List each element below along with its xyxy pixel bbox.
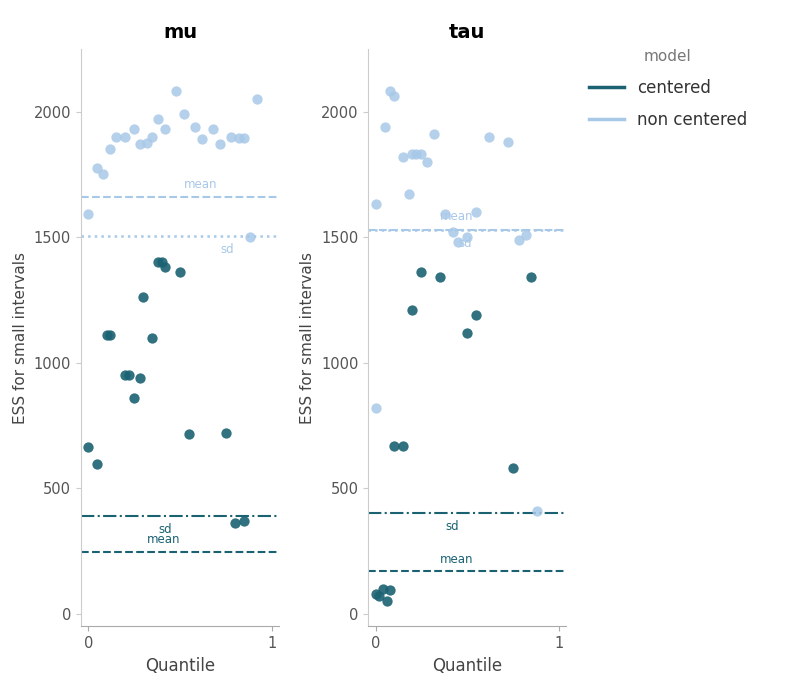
Legend: centered, non centered: centered, non centered: [582, 42, 753, 135]
Point: [173, 267, 186, 278]
Point: [122, 370, 135, 381]
Point: [104, 143, 116, 155]
Point: [470, 310, 483, 321]
Point: [409, 149, 422, 160]
Point: [519, 229, 532, 240]
Y-axis label: ESS for small intervals: ESS for small intervals: [300, 251, 316, 424]
Text: mean: mean: [184, 177, 217, 191]
Point: [369, 588, 382, 599]
Text: sd: sd: [158, 523, 172, 536]
Point: [461, 232, 474, 243]
Point: [118, 131, 131, 142]
Point: [238, 515, 251, 526]
Point: [406, 149, 419, 160]
Point: [380, 596, 393, 607]
Y-axis label: ESS for small intervals: ESS for small intervals: [13, 251, 28, 424]
Point: [188, 121, 201, 132]
Point: [183, 429, 196, 440]
Point: [170, 86, 183, 97]
Point: [146, 332, 159, 343]
Point: [206, 123, 219, 134]
Point: [373, 591, 386, 602]
Text: mean: mean: [440, 210, 473, 223]
Title: mu: mu: [163, 22, 197, 42]
Point: [82, 441, 95, 452]
Point: [232, 132, 245, 143]
Point: [244, 232, 256, 243]
Point: [109, 131, 122, 142]
Point: [133, 372, 146, 383]
Point: [383, 86, 396, 97]
Point: [376, 583, 389, 594]
Point: [133, 139, 146, 150]
Text: sd: sd: [445, 521, 459, 533]
Point: [531, 505, 544, 516]
Point: [388, 91, 400, 102]
Point: [151, 113, 164, 125]
Point: [369, 199, 382, 210]
Point: [159, 123, 172, 134]
Point: [512, 234, 525, 245]
Point: [196, 134, 209, 145]
Point: [428, 129, 441, 140]
Point: [128, 393, 141, 404]
Point: [438, 209, 451, 220]
Point: [128, 123, 141, 134]
Point: [155, 257, 168, 268]
X-axis label: Quantile: Quantile: [145, 657, 215, 674]
Point: [434, 271, 447, 283]
Text: mean: mean: [440, 553, 473, 566]
Point: [402, 189, 415, 200]
Point: [141, 137, 154, 148]
Point: [91, 162, 104, 173]
Point: [446, 226, 459, 237]
Point: [421, 156, 434, 167]
Point: [251, 93, 264, 104]
Point: [506, 463, 519, 474]
Text: mean: mean: [147, 533, 180, 546]
Point: [470, 207, 483, 218]
Point: [137, 292, 150, 303]
Point: [415, 267, 428, 278]
Point: [225, 131, 238, 142]
Point: [177, 109, 190, 120]
Point: [118, 370, 131, 381]
Point: [396, 151, 409, 162]
Point: [238, 132, 251, 143]
Point: [146, 131, 159, 142]
Point: [396, 440, 409, 451]
Point: [415, 149, 428, 160]
Point: [369, 402, 382, 413]
Point: [383, 585, 396, 596]
Text: sd: sd: [220, 244, 234, 256]
Point: [461, 327, 474, 338]
Point: [82, 209, 95, 220]
Point: [91, 459, 104, 470]
Point: [159, 262, 172, 273]
Point: [100, 329, 113, 340]
Point: [388, 440, 400, 451]
Point: [151, 257, 164, 268]
Point: [219, 427, 232, 438]
Point: [379, 121, 392, 132]
Point: [214, 139, 227, 150]
Point: [406, 304, 419, 315]
Point: [96, 168, 109, 180]
X-axis label: Quantile: Quantile: [432, 657, 502, 674]
Text: sd: sd: [458, 237, 472, 250]
Point: [104, 329, 116, 340]
Point: [501, 136, 514, 148]
Point: [451, 237, 464, 248]
Point: [483, 131, 496, 142]
Title: tau: tau: [449, 22, 485, 42]
Point: [228, 518, 241, 529]
Point: [525, 271, 538, 283]
